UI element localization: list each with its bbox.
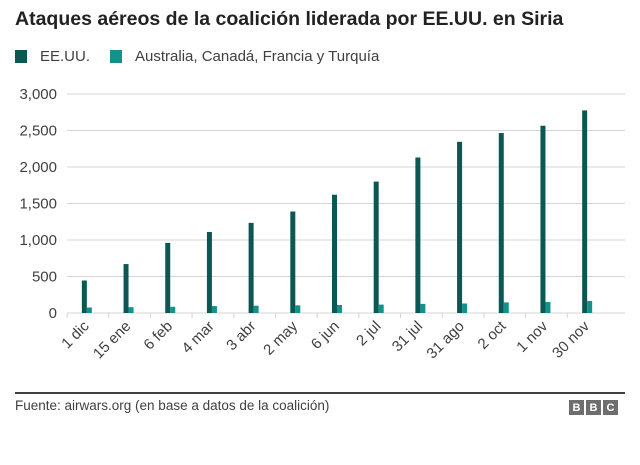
x-tick-label: 2 oct (475, 317, 511, 353)
bar-us (248, 222, 254, 313)
source-note: Fuente: airwars.org (en base a datos de … (15, 398, 330, 413)
bar-others (545, 302, 551, 313)
bar-others (420, 303, 426, 313)
bar-us (582, 110, 588, 313)
x-tick-label: 6 feb (140, 318, 176, 354)
bar-us (206, 231, 212, 313)
x-tick-label: 6 jun (308, 318, 343, 353)
bar-others (587, 300, 593, 313)
bbc-logo: B B C (569, 400, 620, 415)
gridlines (67, 93, 625, 314)
y-axis-ticks: 0 500 1,000 1,500 2,000 2,500 3,000 (19, 86, 57, 322)
bar-us (165, 242, 171, 313)
bar-us (373, 181, 379, 313)
y-tick-label: 2,000 (19, 159, 57, 176)
legend-swatch-us (15, 50, 27, 63)
x-tick-label: 30 nov (549, 317, 593, 361)
bar-others (378, 304, 384, 313)
y-tick-label: 0 (49, 305, 57, 322)
y-tick-label: 500 (32, 269, 57, 286)
x-tick-label: 2 may (260, 317, 301, 358)
bar-others (295, 305, 301, 313)
bar-others (170, 306, 176, 313)
bar-us (498, 133, 504, 313)
legend-swatch-others (110, 50, 123, 63)
legend-label-others: Australia, Canadá, Francia y Turquía (135, 48, 380, 65)
bar-us (123, 264, 129, 313)
x-tick-label: 31 jul (389, 318, 426, 355)
bar-others (128, 307, 134, 313)
x-tick-label: 31 ago (423, 318, 467, 362)
x-tick-label: 15 ene (90, 318, 134, 362)
bbc-logo-letter: B (569, 400, 584, 415)
bar-us (415, 157, 421, 313)
bar-others (211, 306, 217, 313)
x-tick-label: 3 abr (223, 318, 259, 354)
bar-others (253, 305, 259, 313)
x-tick-label: 2 jul (353, 318, 384, 349)
bbc-logo-letter: C (603, 400, 618, 415)
bar-us (540, 125, 546, 313)
y-tick-label: 3,000 (19, 86, 57, 103)
y-tick-label: 1,000 (19, 232, 57, 249)
legend-item-us: EE.UU. (15, 48, 90, 65)
bar-us (290, 211, 296, 313)
x-tick-label: 1 dic (58, 317, 93, 352)
y-tick-label: 2,500 (19, 123, 57, 140)
footer-divider (15, 392, 625, 394)
bar-us (457, 141, 463, 313)
bar-others (86, 307, 92, 313)
legend-item-others: Australia, Canadá, Francia y Turquía (110, 48, 379, 65)
y-tick-label: 1,500 (19, 196, 57, 213)
legend-label-us: EE.UU. (40, 48, 91, 65)
x-tick-label: 4 mar (179, 318, 218, 357)
bar-others (503, 302, 509, 313)
chart-title: Ataques aéreos de la coalición liderada … (15, 8, 564, 30)
bar-us (81, 280, 87, 313)
bar-others (337, 304, 342, 313)
bar-us (332, 194, 337, 313)
x-tick-label: 1 nov (513, 317, 551, 355)
bbc-logo-letter: B (586, 400, 601, 415)
bar-others (462, 303, 468, 313)
legend: EE.UU. Australia, Canadá, Francia y Turq… (15, 48, 399, 65)
bars (81, 110, 593, 313)
